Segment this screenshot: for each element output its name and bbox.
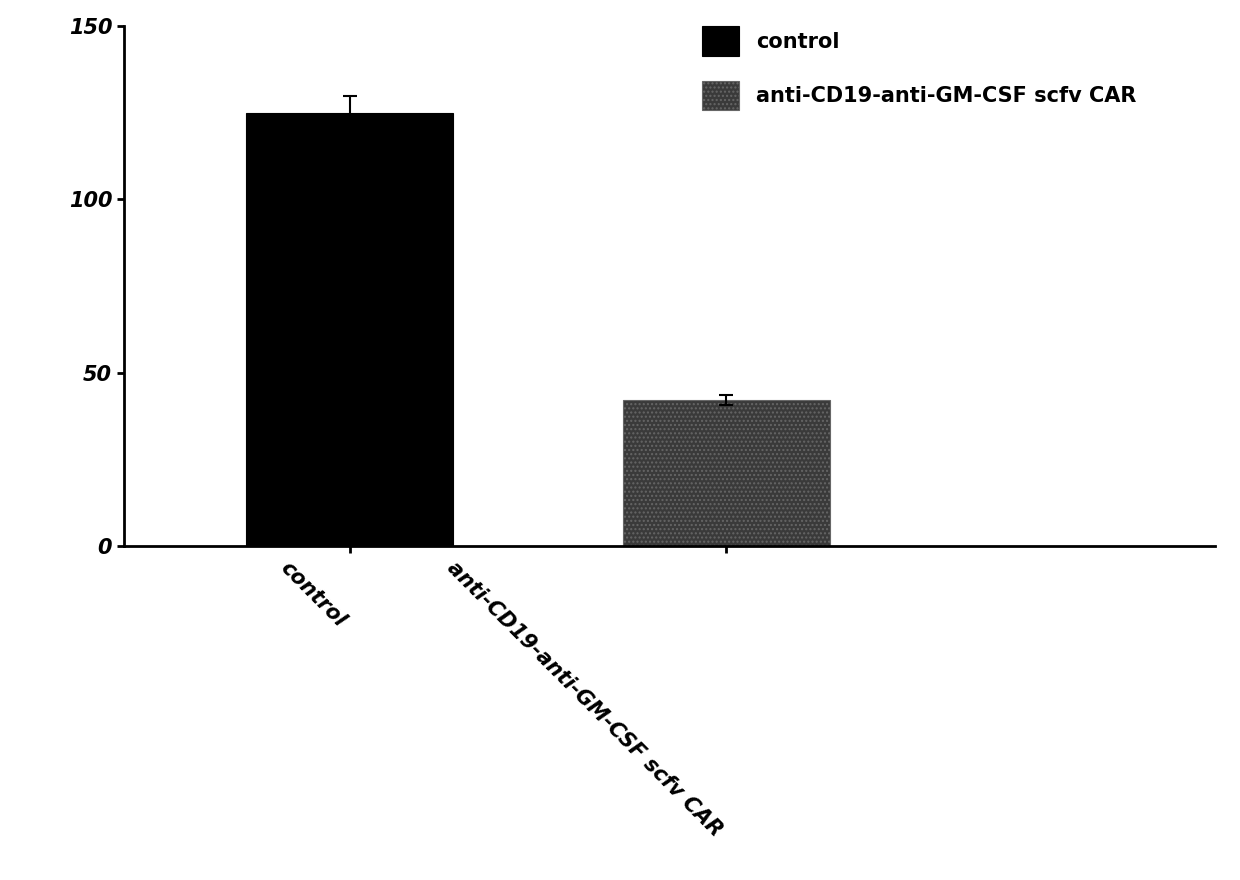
Bar	[622, 400, 830, 546]
Legend: control, anti-CD19-anti-GM-CSF scfv CAR: control, anti-CD19-anti-GM-CSF scfv CAR	[702, 26, 1136, 110]
Bar	[247, 113, 454, 546]
